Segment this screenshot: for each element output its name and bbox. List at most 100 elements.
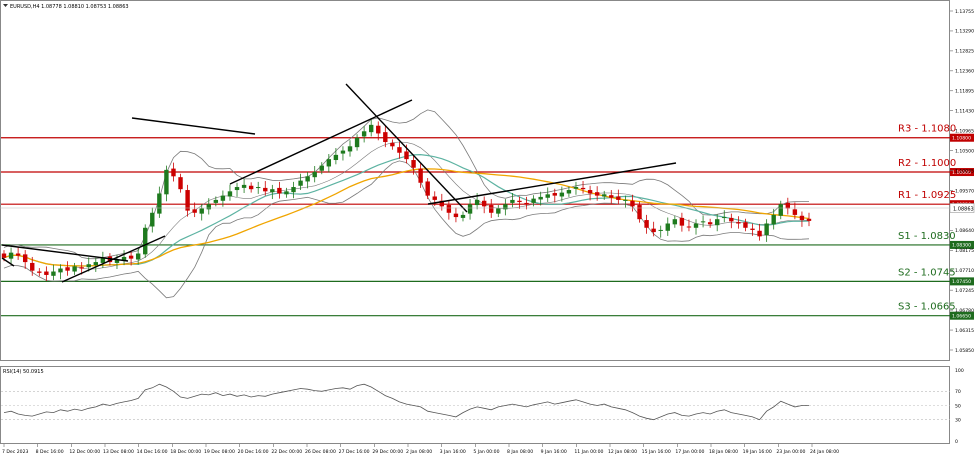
candle-body [220,195,226,201]
price-tick-label: 1.09570 [955,188,974,194]
time-tick-label: 19 Dec 08:00 [204,449,235,455]
candle-body [750,228,755,230]
time-tick-label: 27 Dec 16:00 [339,449,370,455]
candle-body [566,190,572,194]
candle-body [256,187,261,189]
main-pane-frame [0,0,950,361]
level-price-tag [950,133,974,142]
level-price-tag [950,168,974,177]
price-tick-label: 1.10500 [955,148,974,154]
level-price-tag [950,277,974,286]
candle-body [185,190,190,211]
candle-body [15,253,21,256]
symbol-dropdown-icon[interactable] [3,4,8,7]
price-tick-label: 1.11895 [955,89,974,95]
current-price-tag [949,203,975,213]
trendline-2[interactable] [1,244,129,262]
time-tick-label: 15 Jan 16:00 [642,449,671,455]
price-tick-label: 1.10035 [955,168,974,174]
trendline-4[interactable] [131,117,256,135]
candle-body [573,187,579,189]
candle-body [347,146,353,152]
candle-body [587,190,593,194]
candle-body [644,220,649,228]
candle-body [496,208,501,214]
time-tick-label: 12 Dec 00:00 [69,449,100,455]
trendline-5[interactable] [229,99,413,185]
candle-body [192,209,197,213]
time-tick-label: 8 Jan 08:00 [507,449,533,455]
candle-body [333,154,339,161]
candle-body [390,142,395,147]
level-price-tag-label: 1.10000 [952,170,971,176]
candle-body [517,200,522,203]
trendline-1[interactable] [1,257,15,267]
candle-body [143,227,148,255]
candle-body [538,196,543,200]
candle-body [672,219,678,225]
candle-body [150,212,155,227]
level-label: R3 - 1.1080 [898,124,956,135]
candle-body [764,223,769,236]
rsi-axis-label: 50 [955,403,961,409]
candle-body [630,200,635,207]
candle-body [467,204,473,214]
rsi-pane-frame [0,366,950,444]
time-tick-label: 11 Jan 00:00 [574,449,603,455]
price-tick-label: 1.06780 [955,308,974,314]
trendline-3[interactable] [61,235,166,283]
time-tick-label: 12 Jan 08:00 [608,449,637,455]
candle-body [44,271,49,275]
candle-body [474,199,480,206]
symbol-info-text: EURUSD,H4 1.08778 1.08810 1.08753 1.0886… [10,4,129,10]
candle-body [93,262,98,266]
trendline-7[interactable] [427,162,677,205]
time-tick-label: 18 Jan 08:00 [709,449,738,455]
time-tick-label: 23 Jan 00:00 [776,449,805,455]
level-label: R1 - 1.0925 [898,190,956,201]
candle-body [213,199,219,203]
candle-body [418,168,423,183]
candle-body [121,256,127,261]
rsi-axis-label: 30 [955,418,961,424]
time-tick-label: 2 Jan 08:00 [406,449,432,455]
trendline-6[interactable] [345,83,468,213]
candle-body [312,172,317,178]
candle-body [1,253,7,258]
candle-body [446,205,452,213]
candle-body [30,262,35,271]
time-tick-label: 22 Dec 00:00 [271,449,302,455]
candle-body [65,267,70,271]
time-tick-label: 5 Jan 00:00 [473,449,499,455]
level-price-tag-label: 1.06650 [952,313,971,319]
candle-body [368,124,374,133]
candle-body [679,217,685,226]
price-tick-label: 1.05850 [955,348,974,354]
level-label: R2 - 1.1000 [898,158,956,169]
candle-body [771,214,776,225]
time-tick-label: 17 Jan 00:00 [675,449,704,455]
candle-body [178,177,183,190]
time-tick-label: 18 Dec 00:00 [170,449,201,455]
candle-body [284,191,289,195]
price-tick-label: 1.08640 [955,228,974,234]
candle-body [128,255,134,259]
candle-body [439,200,445,207]
level-price-tag-label: 1.07450 [952,279,971,285]
candle-body [616,196,621,200]
rsi-axis-label: 100 [955,368,964,374]
candle-body [665,223,670,231]
candle-body [114,259,120,263]
time-tick-label: 9 Jan 16:00 [541,449,567,455]
level-price-tag [950,240,974,249]
level-price-tag-label: 1.10800 [952,136,971,142]
candle-body [241,184,247,188]
candle-body [460,214,466,218]
candle-body [686,226,692,228]
level-price-tag-label: 1.08300 [952,243,971,249]
candle-body [481,200,487,207]
price-tick-label: 1.07710 [955,268,974,274]
level-label: S1 - 1.0830 [898,231,956,242]
